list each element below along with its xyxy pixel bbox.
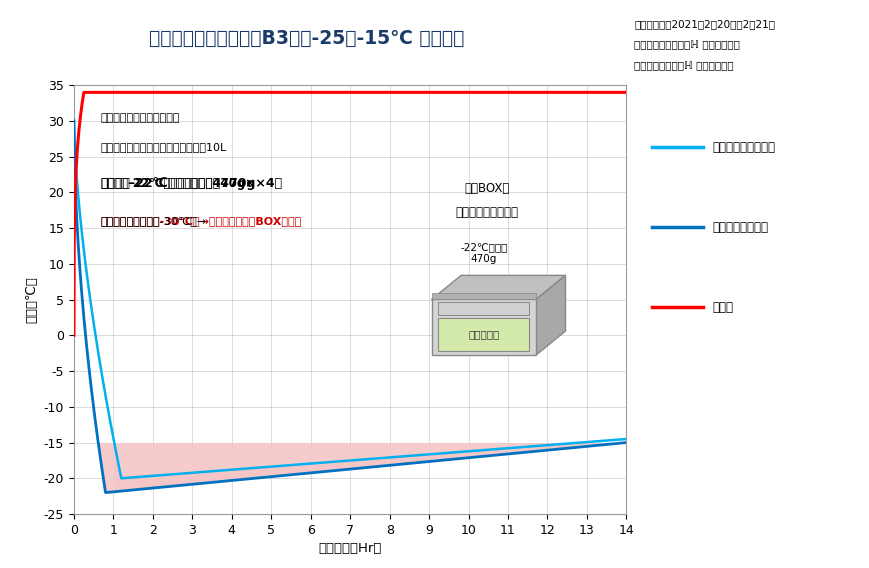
Text: アルミ内箱: アルミ内箱 (468, 329, 499, 339)
Text: 試験実施者　：　ℍ スギヤマゲン: 試験実施者 ： ℍ スギヤマゲン (634, 61, 733, 71)
Text: 使用ボックス　：　発泡ボックス　10L: 使用ボックス ： 発泡ボックス 10L (101, 142, 227, 152)
Text: 保冷剤：-22℃融点保冷剤　　470g×: 保冷剤：-22℃融点保冷剤 470g× (101, 177, 255, 190)
Text: 保冷剤セッティング: 保冷剤セッティング (454, 206, 518, 219)
Text: アルミ内箱内スミ: アルミ内箱内スミ (712, 221, 767, 233)
Polygon shape (431, 275, 565, 299)
Text: -22℃保冷剤
470g: -22℃保冷剤 470g (460, 242, 507, 264)
Polygon shape (535, 275, 565, 355)
Text: 試験実施日：2021年2月20日～2月21日: 試験実施日：2021年2月20日～2月21日 (634, 19, 774, 30)
Text: ＜温度計測試験実施条件＞: ＜温度計測試験実施条件＞ (101, 112, 180, 123)
Y-axis label: 温度（℃）: 温度（℃） (25, 276, 38, 323)
Text: 試験実施場所　：　ℍ スギヤマゲン: 試験実施場所 ： ℍ スギヤマゲン (634, 40, 740, 50)
X-axis label: 経過時間（Hr）: 経過時間（Hr） (318, 542, 381, 556)
Polygon shape (431, 294, 535, 299)
Bar (431, 299, 535, 355)
Text: 投入条件：冷凍庫（-30℃）→取り出し直後にBOX内投入: 投入条件：冷凍庫（-30℃）→取り出し直後にBOX内投入 (101, 216, 302, 227)
Text: 発泡BOX内: 発泡BOX内 (463, 182, 509, 195)
Bar (438, 302, 528, 315)
Text: 保冷剤：-22℃融点保冷剤　　470g×4枚: 保冷剤：-22℃融点保冷剤 470g×4枚 (101, 177, 282, 190)
Bar (438, 318, 528, 350)
Text: 投入条件：冷凍庫（-30℃）→: 投入条件：冷凍庫（-30℃）→ (101, 216, 207, 227)
Text: 定温輸送容器セット　B3案　-25～-15℃ 温度試験: 定温輸送容器セット B3案 -25～-15℃ 温度試験 (149, 29, 464, 48)
Text: アルミ内箱内中心部: アルミ内箱内中心部 (712, 141, 774, 154)
Text: 外気温: 外気温 (712, 300, 733, 314)
